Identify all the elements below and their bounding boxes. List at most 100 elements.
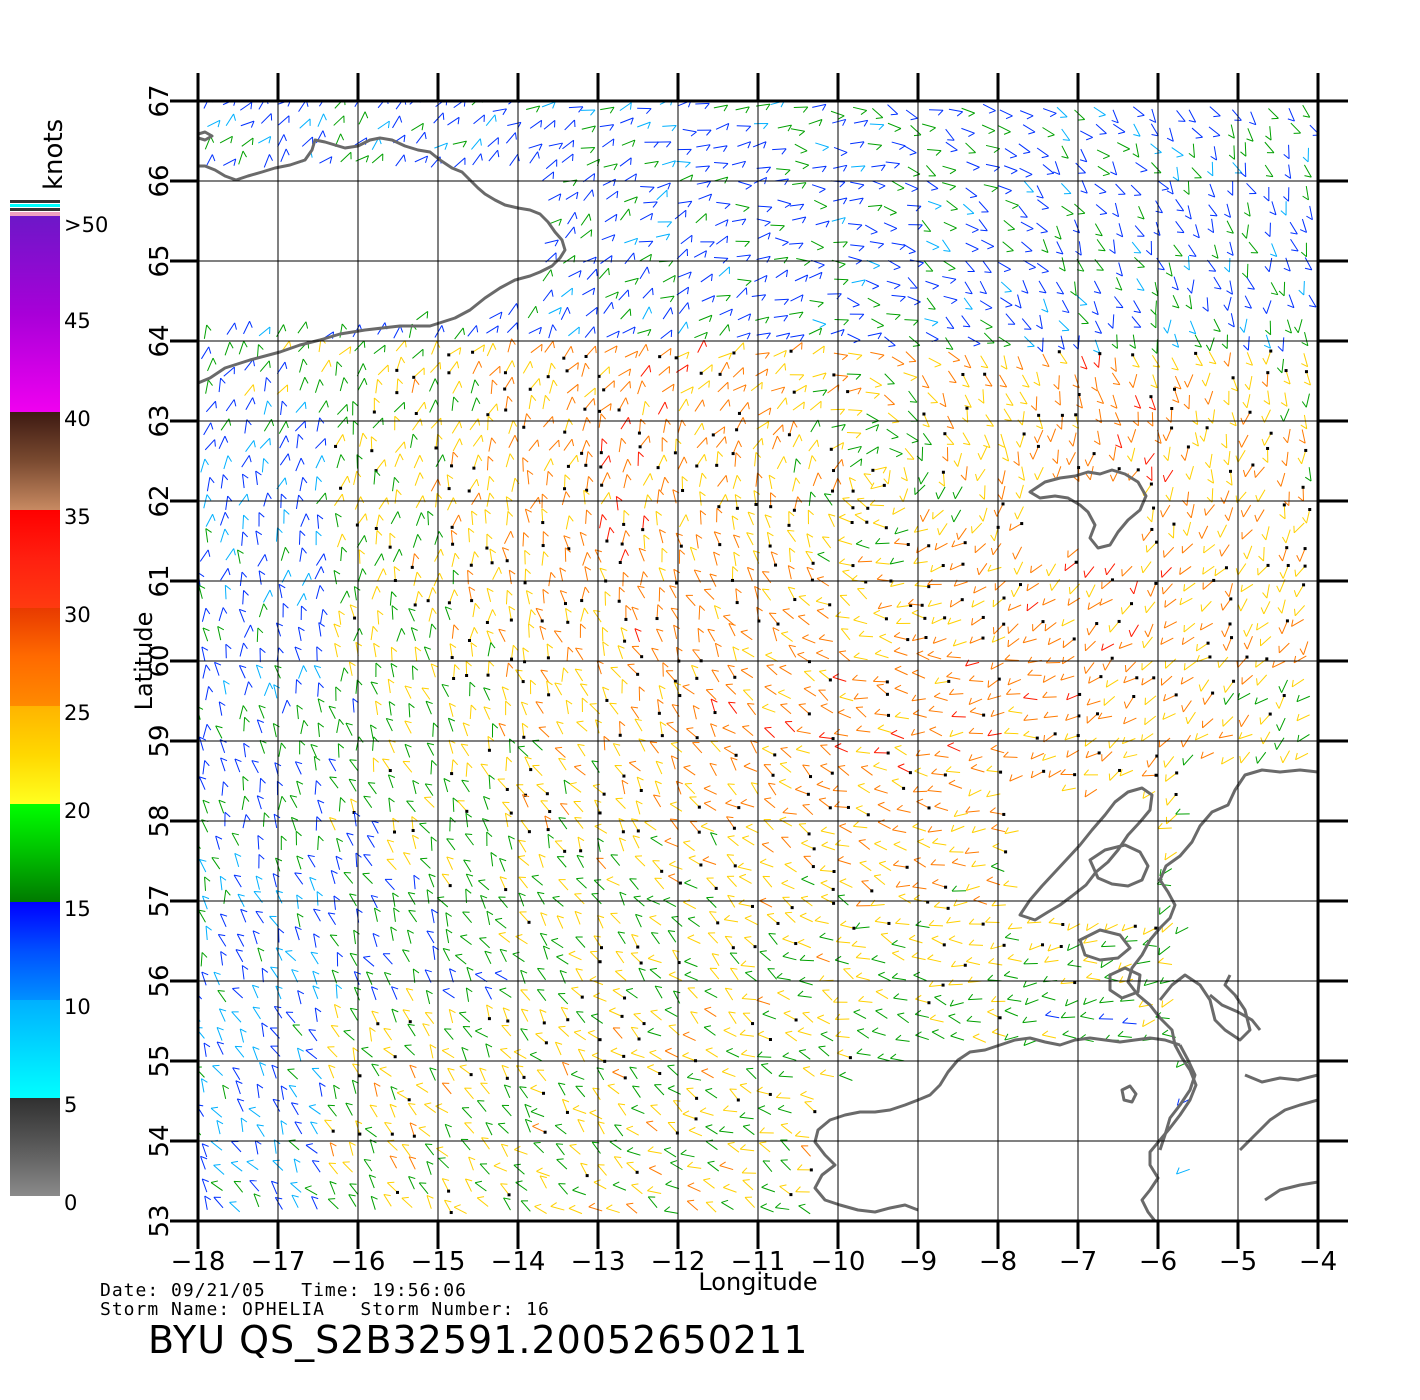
wind-barb: [298, 530, 306, 545]
wind-barb: [392, 476, 400, 492]
wind-barb: [1007, 638, 1020, 648]
wind-barb: [907, 204, 922, 212]
wind-barb: [231, 832, 240, 846]
wind-barb: [832, 373, 849, 382]
wind-barb: [1064, 560, 1078, 572]
wind-barb: [849, 458, 863, 468]
wind-barb: [700, 822, 715, 832]
wind-barb: [296, 913, 304, 928]
wind-barb: [396, 628, 406, 642]
wind-barb: [686, 1072, 702, 1081]
wind-barb: [1036, 314, 1043, 330]
wind-barb: [755, 316, 770, 324]
wind-barb: [531, 874, 543, 886]
wind-barb: [943, 295, 958, 305]
wind-barb: [980, 355, 989, 369]
wind-barb: [601, 627, 609, 642]
wind-barb: [816, 780, 831, 790]
wind-barb: [780, 703, 792, 715]
wind-barb: [216, 1041, 224, 1055]
wind-barb: [1029, 444, 1040, 460]
wind-barb: [425, 989, 433, 1005]
wind-barb: [978, 389, 985, 404]
wind-barb: [535, 701, 544, 714]
wind-barb: [298, 665, 308, 679]
wind-barb: [424, 1012, 435, 1025]
wind-barb: [687, 934, 701, 944]
rain-flag-dot: [830, 771, 834, 775]
wind-barb: [329, 1142, 337, 1157]
wind-barb: [592, 609, 602, 623]
wind-barb: [404, 1044, 415, 1056]
colorbar-label: 25: [64, 701, 91, 725]
wind-barb: [852, 821, 868, 829]
wind-barb: [1060, 673, 1075, 681]
rain-flag-dot: [410, 565, 414, 569]
wind-barb: [580, 229, 593, 239]
wind-barb: [806, 533, 814, 548]
wind-barb: [706, 877, 718, 890]
rain-flag-dot: [807, 660, 811, 664]
wind-barb: [893, 993, 908, 1001]
wind-barb: [983, 184, 998, 193]
wind-barb: [492, 108, 507, 116]
wind-barb: [1207, 161, 1214, 177]
wind-barb: [1301, 353, 1309, 368]
wind-barb: [1142, 1019, 1156, 1028]
wind-barb: [285, 950, 297, 962]
wind-barb: [678, 271, 692, 279]
wind-barb: [838, 558, 855, 568]
wind-barb: [597, 366, 610, 378]
rain-flag-dot: [584, 463, 588, 467]
wind-barb: [801, 875, 815, 886]
wind-barb: [1220, 490, 1230, 504]
rain-flag-dot: [655, 617, 659, 621]
wind-barb: [775, 1092, 791, 1099]
wind-barb: [1279, 563, 1290, 579]
y-tick-label: 60: [145, 644, 175, 677]
wind-barb: [1142, 926, 1158, 935]
wind-barb: [467, 478, 480, 493]
wind-barb: [212, 1064, 223, 1076]
wind-barb: [817, 1014, 831, 1025]
wind-barb: [262, 812, 270, 827]
wind-barb: [1261, 371, 1270, 387]
rain-flag-dot: [828, 806, 832, 810]
wind-barb: [524, 1103, 532, 1118]
wind-barb: [317, 799, 325, 814]
wind-barb: [258, 854, 265, 869]
rain-flag-dot: [769, 505, 773, 509]
wind-barb: [876, 683, 889, 696]
wind-barb: [1146, 466, 1153, 482]
rain-flag-dot: [605, 539, 609, 543]
coastline-iceland-nw: [198, 130, 214, 142]
wind-barb: [931, 878, 948, 889]
wind-barb: [700, 273, 713, 283]
wind-barb: [558, 1183, 568, 1195]
rain-flag-dot: [757, 619, 761, 623]
wind-barb: [310, 951, 319, 965]
wind-barb: [198, 736, 206, 751]
rain-flag-dot: [846, 390, 850, 394]
wind-barb: [333, 115, 345, 126]
wind-barb: [522, 647, 529, 664]
coastline-faroes: [1028, 468, 1148, 550]
wind-barb: [620, 530, 630, 546]
wind-barb: [522, 413, 532, 429]
wind-barb: [536, 1069, 547, 1082]
wind-barb: [891, 242, 906, 251]
rain-flag-dot: [504, 888, 508, 892]
wind-barb: [412, 348, 424, 359]
wind-barb: [1102, 656, 1114, 671]
wind-barb: [661, 437, 668, 452]
wind-barb: [499, 948, 507, 963]
wind-barb: [377, 610, 384, 625]
wind-barb: [507, 121, 522, 129]
wind-barb: [243, 321, 253, 335]
wind-barb: [647, 1146, 662, 1154]
wind-barb: [911, 669, 926, 679]
wind-barb: [942, 239, 951, 252]
wind-barb: [1109, 239, 1116, 254]
wind-barb: [415, 1082, 429, 1093]
wind-barb: [904, 182, 919, 193]
